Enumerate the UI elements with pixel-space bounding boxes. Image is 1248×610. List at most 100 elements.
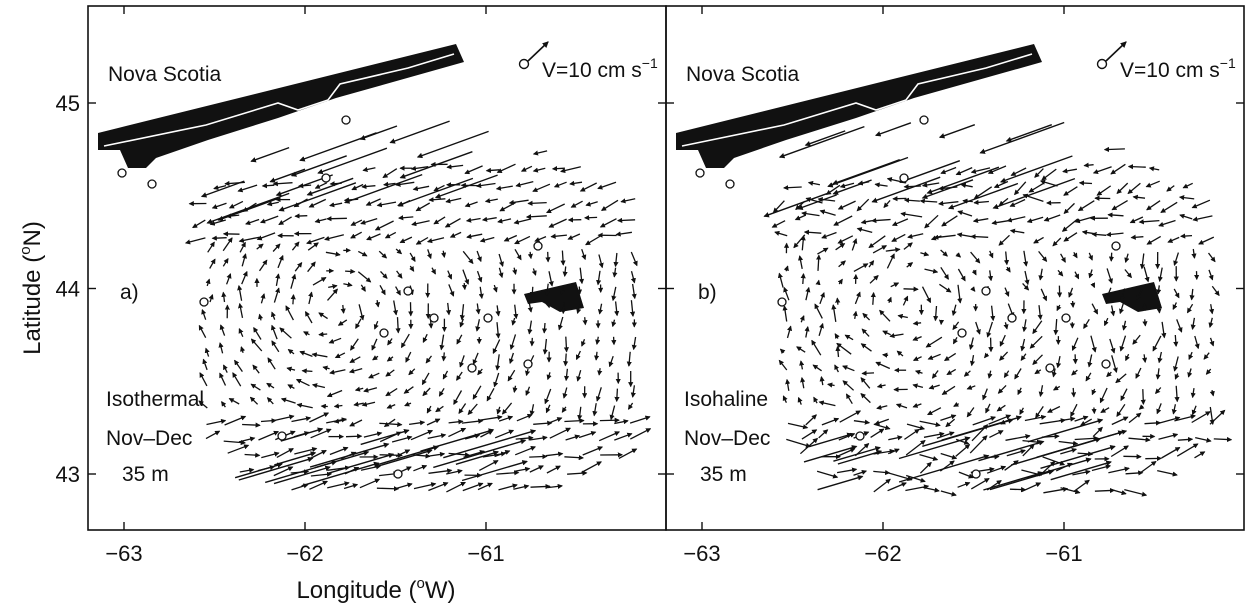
velocity-arrow <box>887 448 900 455</box>
velocity-arrow <box>387 338 393 346</box>
velocity-arrow <box>1009 486 1027 493</box>
velocity-arrow <box>318 312 328 320</box>
velocity-arrow <box>446 481 466 493</box>
velocity-arrow <box>835 297 841 305</box>
velocity-arrow <box>448 452 471 458</box>
velocity-arrow <box>1191 248 1197 259</box>
velocity-arrow <box>585 201 598 207</box>
velocity-arrow <box>1100 407 1110 413</box>
velocity-arrow <box>511 317 517 326</box>
velocity-arrow <box>1194 451 1206 459</box>
velocity-arrow <box>1138 219 1160 225</box>
velocity-arrow <box>398 215 414 221</box>
velocity-arrow <box>596 270 602 286</box>
velocity-arrow <box>334 352 346 359</box>
velocity-arrow <box>291 416 312 423</box>
velocity-arrow <box>1074 435 1099 441</box>
velocity-arrow <box>1142 319 1148 327</box>
velocity-arrow <box>875 361 891 370</box>
panel-a: −63 −62 −61 43 44 45 V=10 cm s−1 Nova Scotia a) I… <box>56 5 667 566</box>
velocity-arrow <box>885 247 901 253</box>
velocity-arrow <box>1180 233 1193 239</box>
panel-annotation-line: 35 m <box>700 463 747 486</box>
velocity-arrow <box>513 304 519 320</box>
velocity-arrow <box>273 466 294 477</box>
velocity-arrow <box>614 301 620 317</box>
velocity-arrow <box>477 368 483 376</box>
velocity-arrow <box>380 270 388 279</box>
velocity-arrow <box>940 490 957 497</box>
velocity-arrow <box>581 339 586 347</box>
velocity-arrow <box>1155 387 1162 395</box>
region-label: Nova Scotia <box>686 63 800 86</box>
velocity-arrow <box>1005 266 1011 273</box>
velocity-arrow <box>921 182 940 188</box>
velocity-arrow <box>1006 216 1026 223</box>
velocity-arrow <box>903 197 920 203</box>
velocity-arrow <box>486 387 495 402</box>
velocity-arrow <box>1072 469 1091 476</box>
velocity-arrow <box>1128 412 1142 424</box>
velocity-arrow <box>779 348 786 355</box>
velocity-arrow <box>1194 335 1200 350</box>
velocity-arrow <box>992 177 1076 210</box>
velocity-arrow <box>221 291 227 303</box>
velocity-arrow <box>258 259 268 272</box>
velocity-arrow <box>819 209 836 216</box>
velocity-arrow <box>807 180 821 186</box>
velocity-arrow <box>561 406 567 413</box>
velocity-arrow <box>560 302 567 315</box>
mooring-marker <box>777 297 787 307</box>
velocity-arrow <box>1172 302 1178 310</box>
velocity-arrow <box>869 275 879 284</box>
velocity-arrow <box>221 400 227 408</box>
velocity-arrow <box>209 258 216 269</box>
velocity-arrow <box>481 216 497 222</box>
velocity-arrow <box>501 402 513 415</box>
velocity-arrow <box>1209 389 1215 397</box>
velocity-arrow <box>627 402 634 410</box>
scale-label: V=10 cm s−1 <box>542 55 658 82</box>
velocity-arrow <box>1144 420 1162 426</box>
velocity-arrow <box>322 365 330 371</box>
velocity-arrow <box>818 400 836 407</box>
velocity-arrow <box>1167 236 1180 243</box>
velocity-arrow <box>272 243 281 252</box>
velocity-arrow <box>498 253 504 268</box>
velocity-arrow <box>818 429 829 439</box>
velocity-arrow <box>595 336 601 345</box>
velocity-arrow <box>239 467 255 473</box>
velocity-arrow <box>476 250 482 263</box>
velocity-arrow <box>462 482 484 492</box>
velocity-arrow <box>312 277 327 286</box>
velocity-arrow <box>1021 482 1042 493</box>
mooring-marker <box>379 328 389 338</box>
velocity-arrow <box>498 483 518 491</box>
velocity-arrow <box>956 232 973 238</box>
velocity-arrow <box>379 421 403 428</box>
x-tick-label: −63 <box>105 541 142 566</box>
velocity-arrow <box>906 262 914 268</box>
velocity-arrow <box>1207 252 1216 263</box>
velocity-arrow <box>395 181 415 187</box>
velocity-arrow <box>382 168 398 179</box>
velocity-arrow <box>1022 443 1035 457</box>
velocity-arrow <box>287 348 295 355</box>
velocity-arrow <box>237 184 258 193</box>
velocity-field <box>763 121 1233 497</box>
velocity-arrow <box>888 472 913 481</box>
velocity-arrow <box>1132 334 1141 345</box>
velocity-arrow <box>309 412 330 423</box>
velocity-arrow <box>1006 449 1026 457</box>
velocity-arrow <box>832 179 872 195</box>
velocity-arrow <box>1050 460 1112 481</box>
velocity-arrow <box>513 466 531 473</box>
velocity-arrow <box>1040 445 1116 469</box>
velocity-arrow <box>441 250 447 258</box>
velocity-arrow <box>409 265 415 272</box>
velocity-arrow <box>280 427 324 442</box>
velocity-arrow <box>876 404 888 410</box>
velocity-arrow <box>941 215 958 227</box>
velocity-arrow <box>425 355 433 364</box>
velocity-arrow <box>891 233 906 242</box>
